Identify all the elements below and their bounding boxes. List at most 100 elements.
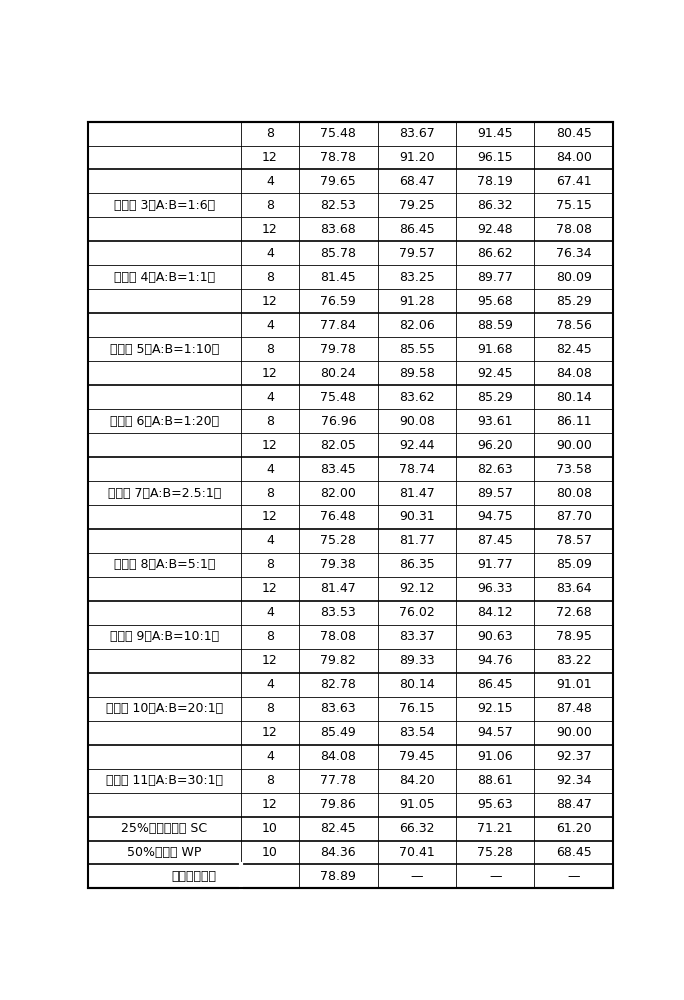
Text: 88.61: 88.61	[477, 774, 513, 787]
Text: 78.95: 78.95	[556, 630, 592, 643]
Text: —: —	[489, 870, 501, 883]
Text: 91.28: 91.28	[399, 295, 434, 308]
Text: 91.20: 91.20	[399, 151, 434, 164]
Text: 89.77: 89.77	[477, 271, 513, 284]
Text: 10: 10	[262, 846, 278, 859]
Text: 实施例 10（A:B=20:1）: 实施例 10（A:B=20:1）	[106, 702, 223, 715]
Text: —: —	[410, 870, 423, 883]
Text: 91.06: 91.06	[477, 750, 513, 763]
Text: 82.00: 82.00	[320, 487, 356, 500]
Text: 91.01: 91.01	[556, 678, 592, 691]
Text: 85.29: 85.29	[556, 295, 592, 308]
Text: 83.63: 83.63	[321, 702, 356, 715]
Text: 80.09: 80.09	[556, 271, 592, 284]
Text: 85.49: 85.49	[321, 726, 356, 739]
Text: 92.44: 92.44	[399, 439, 434, 452]
Text: 88.47: 88.47	[556, 798, 592, 811]
Text: 4: 4	[266, 247, 274, 260]
Text: 8: 8	[266, 487, 274, 500]
Text: 75.48: 75.48	[320, 391, 356, 404]
Text: 12: 12	[262, 151, 278, 164]
Text: 8: 8	[266, 415, 274, 428]
Text: 78.08: 78.08	[320, 630, 356, 643]
Text: 86.35: 86.35	[399, 558, 435, 571]
Text: 10: 10	[262, 822, 278, 835]
Text: 8: 8	[266, 343, 274, 356]
Text: 91.77: 91.77	[477, 558, 513, 571]
Text: 12: 12	[262, 726, 278, 739]
Text: 80.45: 80.45	[556, 127, 592, 140]
Text: 80.14: 80.14	[556, 391, 592, 404]
Text: 12: 12	[262, 223, 278, 236]
Text: 91.45: 91.45	[477, 127, 513, 140]
Text: 81.45: 81.45	[321, 271, 356, 284]
Text: 实施例 11（A:B=30:1）: 实施例 11（A:B=30:1）	[106, 774, 223, 787]
Text: 79.45: 79.45	[399, 750, 435, 763]
Text: 90.08: 90.08	[399, 415, 435, 428]
Text: 80.14: 80.14	[399, 678, 435, 691]
Text: 92.37: 92.37	[556, 750, 592, 763]
Text: 90.00: 90.00	[556, 726, 592, 739]
Text: 实施例 3（A:B=1:6）: 实施例 3（A:B=1:6）	[114, 199, 215, 212]
Text: 67.41: 67.41	[556, 175, 592, 188]
Text: 79.38: 79.38	[321, 558, 356, 571]
Text: 82.45: 82.45	[556, 343, 592, 356]
Text: 92.15: 92.15	[477, 702, 513, 715]
Text: 83.25: 83.25	[399, 271, 435, 284]
Text: 80.08: 80.08	[555, 487, 592, 500]
Text: 68.45: 68.45	[556, 846, 592, 859]
Text: 4: 4	[266, 319, 274, 332]
Text: 85.29: 85.29	[477, 391, 513, 404]
Text: 12: 12	[262, 295, 278, 308]
Text: 78.78: 78.78	[320, 151, 356, 164]
Text: 76.02: 76.02	[399, 606, 435, 619]
Text: 72.68: 72.68	[556, 606, 592, 619]
Text: 84.08: 84.08	[320, 750, 356, 763]
Text: 实施例 8（A:B=5:1）: 实施例 8（A:B=5:1）	[114, 558, 215, 571]
Text: 4: 4	[266, 678, 274, 691]
Text: 84.20: 84.20	[399, 774, 435, 787]
Text: 实施例 9（A:B=10:1）: 实施例 9（A:B=10:1）	[110, 630, 219, 643]
Text: 92.48: 92.48	[477, 223, 513, 236]
Text: 87.48: 87.48	[556, 702, 592, 715]
Text: 96.33: 96.33	[477, 582, 513, 595]
Text: 82.78: 82.78	[320, 678, 356, 691]
Text: 76.96: 76.96	[321, 415, 356, 428]
Text: 79.65: 79.65	[321, 175, 356, 188]
Text: 8: 8	[266, 630, 274, 643]
Text: 83.37: 83.37	[399, 630, 435, 643]
Text: 83.22: 83.22	[556, 654, 592, 667]
Text: 94.76: 94.76	[477, 654, 513, 667]
Text: 86.45: 86.45	[477, 678, 513, 691]
Text: 75.28: 75.28	[477, 846, 513, 859]
Text: 79.57: 79.57	[399, 247, 435, 260]
Text: 87.70: 87.70	[555, 510, 592, 523]
Text: 81.47: 81.47	[399, 487, 435, 500]
Text: 77.84: 77.84	[320, 319, 356, 332]
Text: —: —	[568, 870, 580, 883]
Text: 77.78: 77.78	[320, 774, 356, 787]
Text: 95.63: 95.63	[477, 798, 513, 811]
Text: 76.15: 76.15	[399, 702, 435, 715]
Text: 4: 4	[266, 463, 274, 476]
Text: 87.45: 87.45	[477, 534, 513, 547]
Text: 12: 12	[262, 439, 278, 452]
Text: 91.05: 91.05	[399, 798, 435, 811]
Text: 89.33: 89.33	[399, 654, 434, 667]
Text: 68.47: 68.47	[399, 175, 435, 188]
Text: 实施例 6（A:B=1:20）: 实施例 6（A:B=1:20）	[110, 415, 219, 428]
Text: 8: 8	[266, 702, 274, 715]
Text: 66.32: 66.32	[399, 822, 434, 835]
Text: 12: 12	[262, 367, 278, 380]
Text: 79.78: 79.78	[320, 343, 356, 356]
Text: 8: 8	[266, 199, 274, 212]
Text: 81.47: 81.47	[321, 582, 356, 595]
Text: 82.05: 82.05	[320, 439, 356, 452]
Text: 84.36: 84.36	[321, 846, 356, 859]
Text: 92.45: 92.45	[477, 367, 513, 380]
Text: 4: 4	[266, 534, 274, 547]
Text: 空白清水对照: 空白清水对照	[171, 870, 216, 883]
Text: 76.48: 76.48	[321, 510, 356, 523]
Text: 83.53: 83.53	[321, 606, 356, 619]
Text: 8: 8	[266, 774, 274, 787]
